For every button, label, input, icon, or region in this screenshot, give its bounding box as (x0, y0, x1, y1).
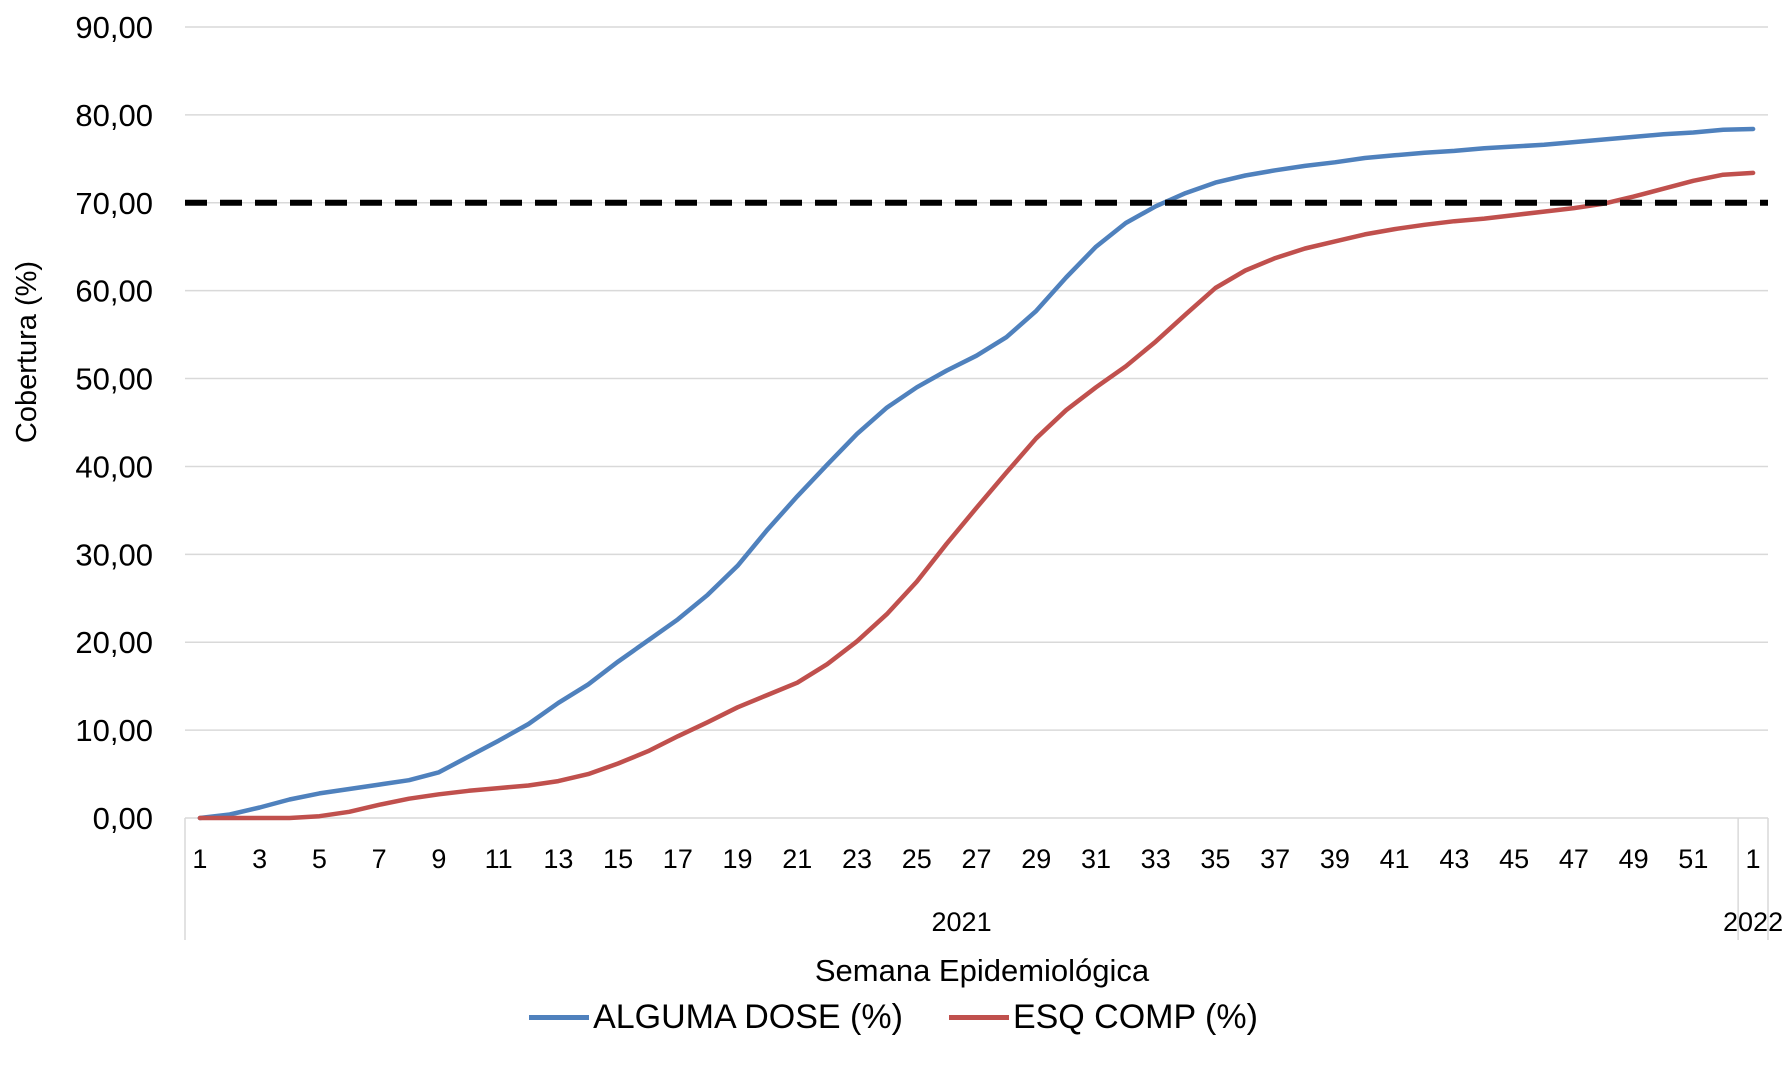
x-tick-label: 19 (723, 844, 753, 874)
x-tick-label: 13 (543, 844, 573, 874)
x-tick-label: 17 (663, 844, 693, 874)
x-tick-label: 45 (1499, 844, 1529, 874)
y-tick-label: 60,00 (75, 274, 153, 309)
legend-swatch-esq-comp (948, 1015, 1009, 1020)
year-label-2021: 2021 (932, 907, 992, 937)
x-tick-label: 31 (1081, 844, 1111, 874)
y-axis-tick-labels: 0,00 10,00 20,00 30,00 40,00 50,00 60,00 70,00 8… (75, 10, 153, 836)
x-tick-label: 9 (431, 844, 446, 874)
x-axis-title: Semana Epidemiológica (815, 953, 1150, 988)
y-tick-label: 0,00 (93, 801, 153, 836)
x-tick-label: 23 (842, 844, 872, 874)
series-line-alguma-dose (197, 126, 1756, 821)
legend: ALGUMA DOSE (%) ESQ COMP (%) (0, 998, 1787, 1037)
y-tick-label: 70,00 (75, 186, 153, 221)
legend-item-esq-comp: ESQ COMP (%) (948, 998, 1258, 1037)
year-label-2022: 2022 (1723, 907, 1783, 937)
x-tick-label: 51 (1678, 844, 1708, 874)
x-tick-label: 49 (1619, 844, 1649, 874)
x-tick-label: 39 (1320, 844, 1350, 874)
series-line-esq-comp (197, 170, 1756, 821)
y-tick-label: 90,00 (75, 10, 153, 45)
x-tick-label: 5 (312, 844, 327, 874)
y-tick-label: 50,00 (75, 362, 153, 397)
x-tick-label: 3 (252, 844, 267, 874)
legend-item-alguma-dose: ALGUMA DOSE (%) (529, 998, 903, 1037)
x-tick-label: 25 (902, 844, 932, 874)
x-tick-label: 1 (1746, 844, 1761, 874)
legend-label-esq-comp: ESQ COMP (%) (1012, 998, 1258, 1036)
x-tick-label: 7 (372, 844, 387, 874)
x-tick-label: 27 (961, 844, 991, 874)
x-tick-label: 15 (603, 844, 633, 874)
gridlines (185, 26, 1768, 731)
axes (184, 817, 1769, 940)
x-axis-year-labels: 2021 2022 (932, 907, 1784, 937)
y-tick-label: 30,00 (75, 537, 153, 572)
legend-swatch-alguma-dose (529, 1015, 590, 1020)
y-tick-label: 20,00 (75, 625, 153, 660)
x-axis-tick-labels: 1 3 5 7 9 11 13 15 17 19 21 23 25 27 29 31 33 35 37 39 41 43 4… (192, 844, 1760, 874)
x-tick-label: 43 (1439, 844, 1469, 874)
y-tick-label: 80,00 (75, 98, 153, 133)
legend-label-alguma-dose: ALGUMA DOSE (%) (593, 998, 903, 1036)
x-tick-label: 37 (1260, 844, 1290, 874)
line-chart: 0,00 10,00 20,00 30,00 40,00 50,00 60,00 70,00 8… (11, 10, 1784, 988)
x-tick-label: 47 (1559, 844, 1589, 874)
x-tick-label: 11 (485, 844, 513, 874)
x-tick-label: 41 (1380, 844, 1410, 874)
x-tick-label: 21 (782, 844, 812, 874)
x-tick-label: 1 (192, 844, 207, 874)
y-tick-label: 10,00 (75, 713, 153, 748)
x-tick-label: 33 (1141, 844, 1171, 874)
series-layer (197, 126, 1756, 821)
x-tick-label: 35 (1200, 844, 1230, 874)
y-tick-label: 40,00 (75, 449, 153, 484)
y-axis-title: Cobertura (%) (11, 261, 43, 443)
x-tick-label: 29 (1021, 844, 1051, 874)
